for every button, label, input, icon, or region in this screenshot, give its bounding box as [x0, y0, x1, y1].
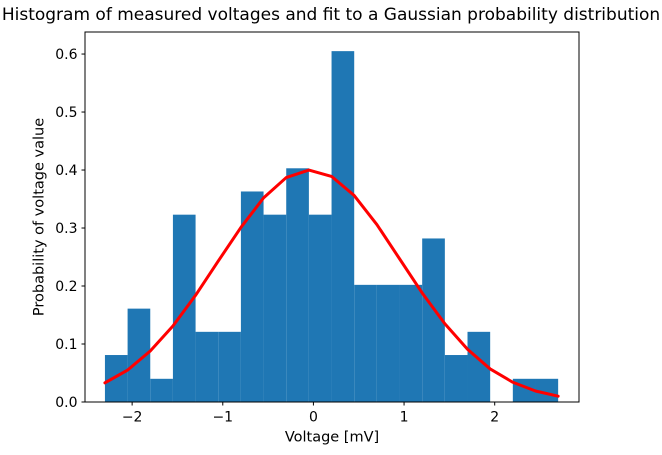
histogram-bar	[150, 378, 173, 402]
histogram-bar	[376, 284, 400, 402]
histogram-bar	[240, 191, 264, 402]
histogram-bar	[444, 355, 468, 402]
histogram-bar	[104, 355, 128, 402]
y-tick-label: 0.4	[55, 163, 77, 179]
x-axis-label: Voltage [mV]	[285, 430, 379, 446]
histogram-bar	[331, 51, 355, 402]
y-axis-label: Probability of voltage value	[32, 118, 48, 316]
histogram-bar	[399, 284, 423, 402]
x-tick-label: −1	[212, 410, 233, 426]
histogram-bar	[467, 331, 491, 402]
gaussian-fit-line	[103, 168, 560, 398]
x-tick-label: 2	[490, 410, 499, 426]
histogram-bar	[263, 214, 287, 402]
y-tick-label: 0.5	[55, 105, 77, 121]
x-tick-label: −2	[122, 410, 143, 426]
y-tick-label: 0.0	[55, 395, 77, 411]
histogram-bar	[422, 238, 445, 402]
histogram-bar	[354, 284, 377, 402]
axes-frame	[84, 31, 580, 403]
y-tick-label: 0.6	[55, 47, 77, 63]
histogram-bar	[308, 214, 332, 402]
chart-title: Histogram of measured voltages and fit t…	[1, 5, 661, 25]
histogram-bar	[218, 331, 241, 402]
histogram-bar	[195, 331, 219, 402]
y-tick-label: 0.2	[55, 279, 77, 295]
x-tick-label: 1	[400, 410, 409, 426]
histogram-bar	[286, 168, 309, 402]
histogram-bar	[127, 308, 151, 402]
y-tick-label: 0.3	[55, 221, 77, 237]
y-tick-label: 0.1	[55, 337, 77, 353]
x-tick-label: 0	[309, 410, 318, 426]
